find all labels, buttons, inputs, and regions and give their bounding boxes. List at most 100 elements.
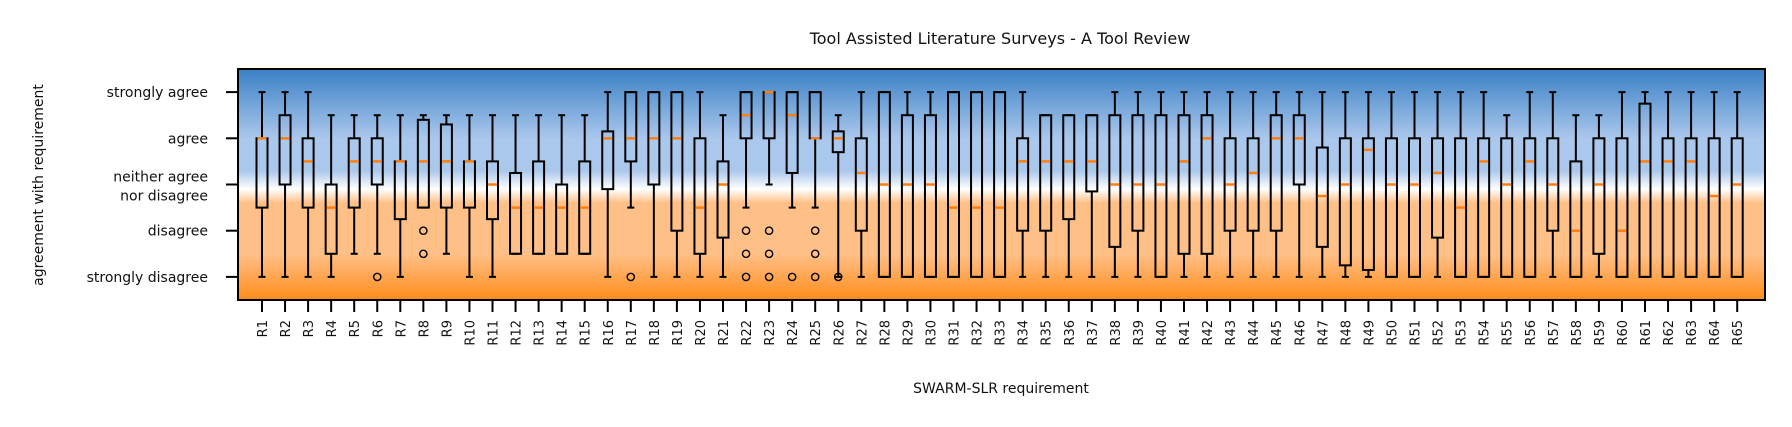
x-axis-label: SWARM-SLR requirement: [913, 381, 1089, 397]
box-R25: [808, 91, 822, 282]
box-R44: [1246, 91, 1260, 278]
x-tick-label: R54: [1478, 320, 1493, 346]
box-R47: [1315, 91, 1329, 278]
iqr-box: [1361, 137, 1375, 271]
iqr-box: [370, 137, 384, 186]
iqr-box: [1085, 114, 1099, 193]
x-tick-label: R30: [924, 320, 939, 346]
outlier-point: [764, 249, 774, 259]
x-tick-label: R62: [1662, 320, 1677, 346]
iqr-box: [693, 137, 707, 255]
box-R20: [693, 91, 707, 278]
box-R24: [785, 91, 799, 282]
box-R14: [555, 114, 569, 255]
iqr-box: [947, 91, 960, 278]
box-R10: [462, 114, 476, 278]
iqr-box: [854, 137, 868, 232]
x-tick-label: R64: [1708, 320, 1723, 346]
x-tick-label: R10: [463, 320, 478, 346]
iqr-box: [831, 130, 845, 154]
iqr-box: [1384, 137, 1398, 278]
x-tick-label: R14: [556, 320, 571, 346]
x-tick-label: R38: [1109, 320, 1124, 346]
box-R1: [255, 91, 269, 278]
outlier-point: [810, 272, 820, 282]
iqr-box: [1707, 137, 1721, 278]
box-R56: [1523, 91, 1537, 278]
x-tick-label: R37: [1086, 320, 1101, 346]
iqr-box: [739, 91, 753, 140]
x-tick-label: R25: [809, 320, 824, 346]
iqr-box: [1177, 114, 1191, 255]
iqr-box: [1246, 137, 1260, 232]
x-tick-label: R21: [717, 320, 732, 346]
plot-frame: [237, 68, 1766, 301]
x-tick-label: R9: [440, 320, 455, 337]
outlier-point: [741, 249, 751, 259]
x-tick-label: R56: [1524, 320, 1539, 346]
box-R21: [716, 114, 730, 278]
iqr-box: [1454, 137, 1468, 278]
box-R50: [1384, 91, 1398, 278]
box-R27: [854, 91, 868, 278]
x-tick-label: R44: [1247, 320, 1262, 346]
outlier-point: [626, 272, 636, 282]
chart-title: Tool Assisted Literature Surveys - A Too…: [809, 29, 1191, 48]
box-R16: [601, 91, 615, 278]
iqr-box: [532, 160, 546, 255]
box-R30: [923, 91, 937, 278]
x-tick-label: R35: [1040, 320, 1055, 346]
x-tick-label: R16: [602, 320, 617, 346]
box-R28: [877, 91, 891, 278]
x-tick-label: R13: [533, 320, 548, 346]
x-tick-label: R34: [1017, 320, 1032, 346]
x-axis: R1 R2 R3 R4 R5 R6 R7 R8 R9 R10 R11 R12 R13 R14 R15 R16 R…: [256, 300, 1746, 346]
x-tick-label: R29: [901, 320, 916, 346]
iqr-box: [1131, 114, 1145, 232]
outlier-point: [764, 226, 774, 235]
iqr-box: [1408, 137, 1421, 278]
y-tick-label: nor disagree: [120, 189, 208, 205]
x-tick-label: R43: [1224, 320, 1239, 346]
x-tick-label: R45: [1270, 320, 1285, 346]
box-R38: [1108, 91, 1122, 278]
iqr-box: [1684, 137, 1698, 278]
x-tick-label: R49: [1362, 320, 1377, 346]
x-tick-label: R57: [1547, 320, 1562, 346]
iqr-box: [877, 91, 891, 278]
box-R22: [739, 91, 753, 282]
box-R62: [1661, 91, 1675, 278]
box-R48: [1338, 91, 1352, 278]
iqr-box: [1108, 114, 1122, 248]
box-R60: [1615, 91, 1629, 278]
iqr-box: [1431, 137, 1445, 239]
x-tick-label: R11: [487, 320, 502, 346]
x-tick-label: R22: [740, 320, 755, 346]
iqr-box: [578, 160, 592, 255]
box-R34: [1016, 91, 1030, 278]
iqr-box: [1269, 114, 1283, 232]
x-tick-label: R47: [1316, 320, 1331, 346]
iqr-box: [900, 114, 914, 278]
y-tick-label: disagree: [148, 224, 208, 240]
iqr-box: [923, 114, 937, 278]
box-R52: [1431, 91, 1445, 278]
box-R41: [1177, 91, 1191, 278]
iqr-box: [670, 91, 684, 232]
box-R4: [324, 114, 338, 278]
iqr-box: [324, 183, 338, 255]
box-R6: [370, 114, 384, 282]
iqr-box: [1062, 114, 1076, 221]
box-R13: [532, 114, 546, 255]
iqr-box: [555, 183, 569, 255]
iqr-box: [301, 137, 315, 209]
iqr-box: [509, 171, 523, 255]
iqr-box: [716, 160, 730, 239]
x-tick-label: R61: [1639, 320, 1654, 346]
box-series: [255, 90, 1744, 282]
outlier-point: [419, 226, 428, 235]
x-tick-label: R60: [1616, 320, 1631, 346]
box-R12: [509, 114, 523, 255]
x-tick-label: R50: [1385, 320, 1400, 346]
x-tick-label: R17: [625, 320, 640, 346]
